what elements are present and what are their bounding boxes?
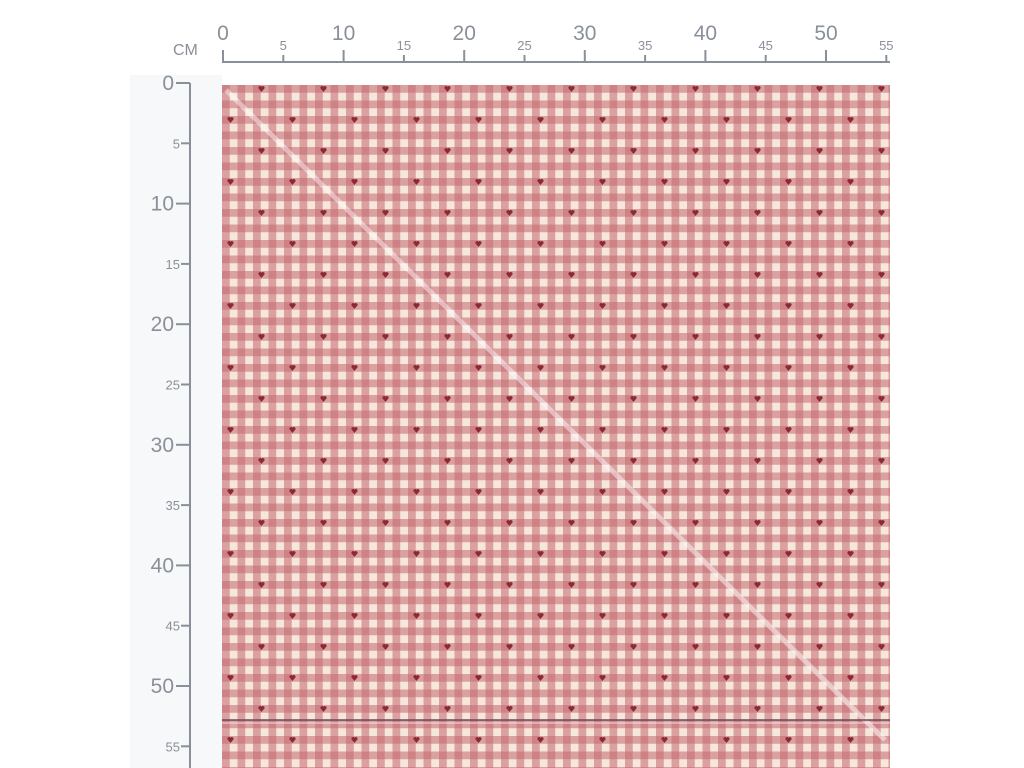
sheen [224,88,887,742]
top-tick-label: 5 [280,38,287,53]
left-tick-label: 20 [151,313,174,336]
top-tick-label: 30 [573,22,596,45]
top-tick-label: 20 [453,22,476,45]
heart-print [222,85,890,768]
left-tick-label: 5 [173,136,180,151]
top-tick-label: 10 [332,22,355,45]
left-tick-label: 10 [151,193,174,216]
top-tick-label: 25 [517,38,531,53]
left-tick-label: 25 [166,378,180,393]
top-tick-label: 45 [758,38,772,53]
left-tick-label: 0 [162,72,174,95]
ruler-shadow [130,75,222,768]
left-tick-label: 15 [166,257,180,272]
top-tick-label: 15 [397,38,411,53]
top-tick-label: 35 [638,38,652,53]
top-tick-label: 0 [217,22,229,45]
left-tick-label: 30 [151,434,174,457]
top-tick-label: 50 [814,22,837,45]
left-tick-label: 35 [166,498,180,513]
left-tick-label: 40 [151,554,174,577]
left-tick-label: 45 [166,619,180,634]
unit-label: CM [173,42,198,59]
top-tick-label: 40 [694,22,717,45]
top-tick-label: 55 [879,38,893,53]
left-tick-label: 55 [166,739,180,754]
left-tick-label: 50 [151,675,174,698]
